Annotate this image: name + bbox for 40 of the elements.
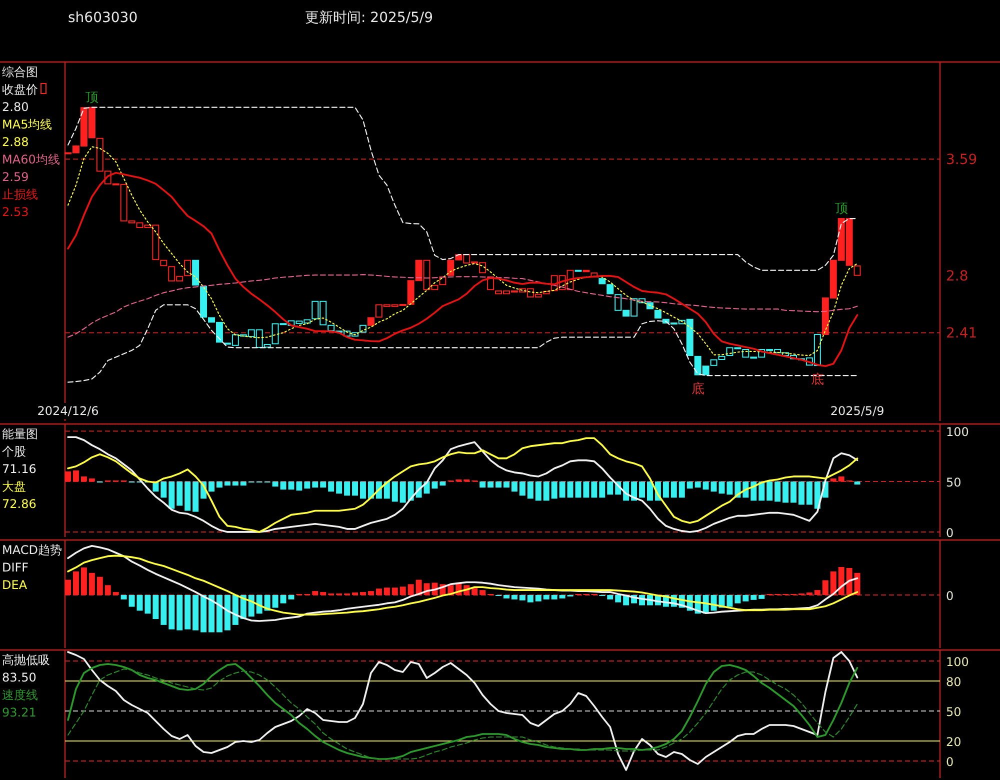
annotation: 底 [691,382,704,397]
text: 2.88 [2,135,29,149]
legend-title: 综合图 [2,65,38,79]
series-label: 高抛低吸 [2,653,50,667]
annotation: 顶 [834,202,848,217]
text: DEA [2,578,28,592]
y-tick-label: 2.8 [946,268,968,284]
y-tick-label: 0 [946,526,954,540]
y-tick-label: 0 [946,755,954,769]
text: 大盘 [2,480,26,494]
text: MA5均线 [2,118,52,132]
y-tick-label: 3.59 [946,152,978,168]
text: 速度线 [2,688,38,702]
text: 93.21 [2,706,36,720]
y-tick-label: 80 [946,675,962,689]
y-tick-label: 100 [946,425,969,440]
text: MA60均线 [2,152,60,166]
text: 个股 [2,444,26,458]
text: 2.80 [2,100,29,114]
chart-subtitle: 更新时间: 2025/5/9 [305,10,434,26]
text: 2.59 [2,170,29,184]
y-tick-label: 50 [946,476,962,490]
annotation: 顶 [85,90,98,106]
y-tick-label: 100 [946,655,969,669]
text: 83.50 [2,670,36,684]
annotation: 底 [810,372,824,388]
text: DIFF [2,560,29,574]
y-tick-label: 50 [946,705,962,719]
text: 72.86 [2,497,36,511]
x-tick-label: 2024/12/6 [37,404,99,418]
y-tick-label: 20 [946,735,962,749]
legend-title: MACD趋势 [2,543,62,557]
legend-title: 能量图 [2,427,38,441]
text: 止损线 [2,188,38,202]
x-tick-label: 2025/5/9 [830,404,884,418]
text: 2.53 [2,205,29,219]
text: 71.16 [2,462,36,476]
y-tick-label: 2.41 [946,326,978,342]
chart-title: sh603030 [68,10,138,26]
legend-label: 收盘价 [2,82,38,96]
